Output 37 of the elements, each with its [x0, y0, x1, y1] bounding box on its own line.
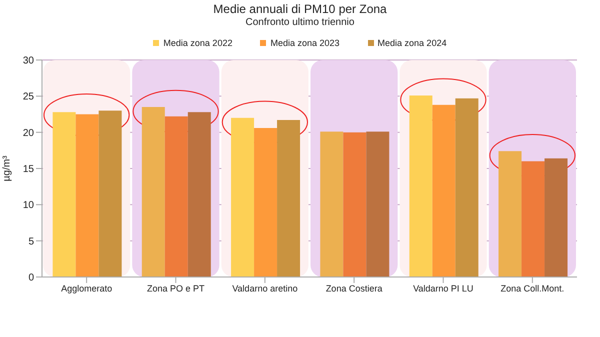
- legend-label: Media zona 2022: [162, 38, 232, 48]
- y-tick-label: 30: [22, 56, 34, 67]
- y-tick-label: 10: [22, 200, 34, 212]
- bar: [277, 120, 300, 277]
- bar: [254, 128, 278, 277]
- bar: [320, 132, 344, 277]
- bar: [455, 98, 478, 277]
- x-tick-label: Agglomerato: [61, 283, 112, 294]
- y-axis-title: µg/m³: [2, 154, 13, 182]
- x-tick-label: Valdarno PI LU: [413, 283, 474, 294]
- bar: [164, 116, 188, 277]
- y-tick-label: 5: [28, 236, 34, 248]
- bar: [432, 104, 456, 277]
- chart-subtitle: Confronto ultimo triennio: [244, 17, 356, 28]
- x-tick-label: Zona Coll.Mont.: [500, 283, 564, 294]
- bar: [142, 107, 165, 277]
- bar: [52, 112, 76, 277]
- y-tick-label: 15: [22, 164, 34, 176]
- legend-label: Media zona 2024: [376, 38, 447, 48]
- bar: [409, 95, 432, 277]
- x-tick-label: Zona PO e PT: [146, 283, 206, 294]
- bar: [366, 132, 390, 277]
- x-tick-label: Zona Costiera: [326, 283, 382, 294]
- bar: [231, 118, 254, 277]
- bar: [498, 151, 522, 277]
- y-tick-label: 0: [28, 272, 34, 284]
- y-tick-label: 25: [22, 92, 34, 103]
- bar: [98, 110, 122, 277]
- bar: [544, 158, 568, 277]
- bar: [343, 132, 366, 277]
- bar: [522, 161, 545, 277]
- x-tick-label: Valdarno aretino: [232, 283, 298, 294]
- bar: [76, 114, 99, 277]
- y-tick-label: 20: [22, 128, 34, 139]
- bar: [188, 112, 211, 277]
- legend-label: Media zona 2023: [269, 38, 340, 48]
- chart-title: Medie annuali di PM10 per Zona: [212, 2, 388, 16]
